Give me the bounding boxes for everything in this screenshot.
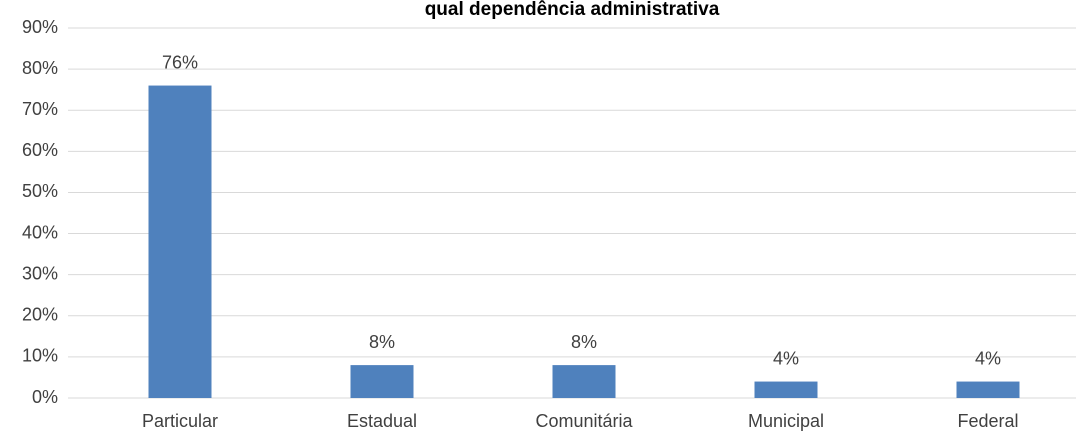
bar <box>552 365 616 398</box>
y-tick-label: 90% <box>22 17 58 37</box>
y-tick-label: 70% <box>22 99 58 119</box>
y-tick-label: 60% <box>22 140 58 160</box>
chart-title: qual dependência administrativa <box>425 0 720 20</box>
x-tick-label: Municipal <box>748 411 824 431</box>
data-label: 8% <box>369 332 395 352</box>
x-tick-label: Estadual <box>347 411 417 431</box>
y-tick-label: 40% <box>22 222 58 242</box>
y-tick-label: 0% <box>32 387 58 407</box>
data-label: 76% <box>162 52 198 72</box>
y-tick-label: 80% <box>22 58 58 78</box>
bar <box>148 85 212 399</box>
x-tick-label: Particular <box>142 411 218 431</box>
y-tick-label: 20% <box>22 305 58 325</box>
bar <box>754 381 818 398</box>
bar <box>350 365 414 398</box>
data-label: 4% <box>975 348 1001 368</box>
x-tick-label: Comunitária <box>535 411 633 431</box>
x-tick-label: Federal <box>957 411 1018 431</box>
data-label: 8% <box>571 332 597 352</box>
y-tick-label: 50% <box>22 181 58 201</box>
data-label: 4% <box>773 348 799 368</box>
bar <box>956 381 1020 398</box>
y-tick-label: 10% <box>22 346 58 366</box>
y-tick-label: 30% <box>22 263 58 283</box>
